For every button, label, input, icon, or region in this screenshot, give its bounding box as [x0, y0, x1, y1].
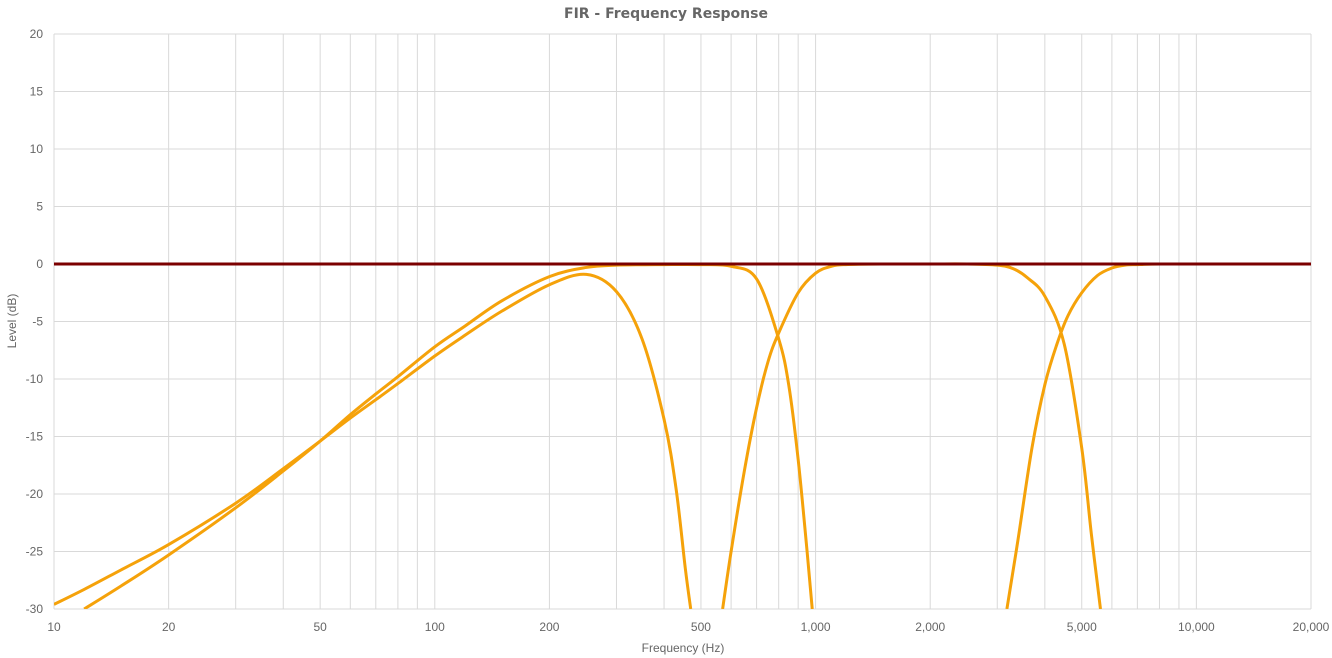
- x-tick-label: 2,000: [915, 620, 945, 634]
- x-tick-label: 100: [425, 620, 445, 634]
- x-tick-label: 200: [539, 620, 559, 634]
- series-line-band-1-corrected: [83, 262, 814, 609]
- y-tick-label: 20: [30, 27, 44, 41]
- x-tick-label: 5,000: [1067, 620, 1097, 634]
- x-tick-label: 1,000: [801, 620, 831, 634]
- x-tick-label: 50: [313, 620, 327, 634]
- x-tick-label: 500: [691, 620, 711, 634]
- y-tick-label: -25: [26, 545, 44, 559]
- y-tick-label: 10: [30, 142, 44, 156]
- y-tick-label: -15: [26, 430, 44, 444]
- x-tick-label: 20,000: [1293, 620, 1330, 634]
- y-tick-label: -30: [26, 602, 44, 616]
- y-tick-label: 15: [30, 85, 44, 99]
- x-tick-label: 10,000: [1178, 620, 1215, 634]
- grid: [53, 33, 1312, 610]
- series-line-band-1-source: [54, 272, 693, 609]
- y-tick-label: 0: [36, 257, 43, 271]
- y-tick-label: -20: [26, 487, 44, 501]
- chart-title: FIR - Frequency Response: [564, 6, 768, 22]
- x-axis-ticks: 10 20 50 100 200 500 1,000 2,000 5,000 10,000 20,0…: [47, 620, 1329, 634]
- y-tick-label: -10: [26, 372, 44, 386]
- y-tick-label: -5: [32, 315, 43, 329]
- x-tick-label: 10: [47, 620, 61, 634]
- y-axis-label: Level (dB): [5, 294, 19, 349]
- y-axis-ticks: -30 -25 -20 -15 -10 -5 0 5 10 15 20: [26, 27, 44, 616]
- y-tick-label: 5: [36, 200, 43, 214]
- x-tick-label: 20: [162, 620, 176, 634]
- series-lines: [54, 262, 1311, 609]
- x-axis-label: Frequency (Hz): [642, 641, 725, 655]
